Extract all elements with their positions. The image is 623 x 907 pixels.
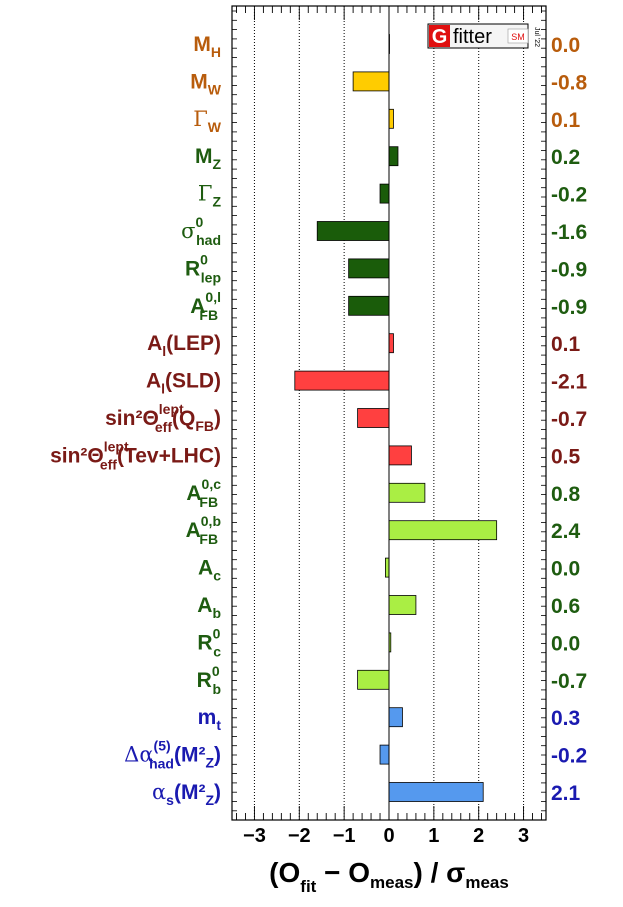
value-label: 2.1 — [551, 782, 581, 805]
x-tick-label: 0 — [383, 825, 394, 847]
bar — [388, 707, 403, 728]
row-label: αs​(M²Z) — [152, 780, 221, 808]
value-label: -0.7 — [551, 670, 587, 693]
value-label: -0.8 — [551, 71, 588, 94]
row-label: R0b​ — [197, 663, 221, 697]
row-label: Ab​ — [197, 594, 221, 621]
row-label: mt​ — [198, 706, 222, 733]
value-label: 0.0 — [551, 632, 580, 655]
value-label: 0.5 — [551, 445, 581, 468]
bar — [388, 595, 417, 615]
value-label: 2.4 — [551, 520, 581, 543]
x-axis: −3 −2 −1 0 1 2 3 (Ofit − Omeas) / σmeas — [236, 6, 542, 896]
bar — [379, 744, 390, 765]
row-label: Δα(5)had​(M²Z) — [124, 738, 221, 772]
grid-lines — [253, 6, 525, 820]
bar — [388, 445, 412, 466]
bar — [357, 669, 390, 690]
logo-g-box — [429, 25, 450, 47]
bar — [388, 108, 394, 129]
bar — [348, 295, 390, 316]
value-label: -0.7 — [551, 408, 587, 431]
value-label: -0.9 — [551, 296, 587, 319]
x-tick-label: 1 — [428, 825, 439, 847]
bar — [388, 520, 498, 541]
logo-tag-box — [507, 28, 529, 44]
row-label: MW​ — [190, 70, 222, 97]
bar — [352, 71, 390, 92]
row-label: ΓZ​ — [198, 182, 222, 210]
row-label: Al​(LEP) — [147, 332, 221, 359]
value-label: 0.2 — [551, 146, 580, 169]
logo-letter: G — [432, 26, 448, 48]
x-axis-label: (Ofit − Omeas) / σmeas — [269, 857, 509, 896]
row-label: MH​ — [193, 33, 221, 60]
value-label: -0.2 — [551, 184, 587, 207]
value-label: 0.1 — [551, 333, 581, 356]
row-label: ΓW​ — [193, 107, 222, 135]
value-label: -0.9 — [551, 258, 587, 281]
bar — [357, 408, 390, 428]
x-tick-label: 2 — [473, 825, 484, 847]
row-label: MZ​ — [195, 145, 222, 172]
logo-tag: SM — [511, 32, 525, 42]
row-label: Ac​ — [198, 557, 221, 584]
bars — [294, 34, 498, 802]
bar — [294, 370, 390, 391]
bar — [316, 221, 390, 241]
value-label: 0.8 — [551, 483, 581, 506]
row-label: A0,bFB​ — [186, 513, 221, 547]
bar — [388, 482, 426, 503]
bar — [388, 333, 394, 354]
value-label: -2.1 — [551, 371, 588, 394]
x-tick-label: −1 — [333, 825, 356, 847]
logo-word: fitter — [453, 26, 492, 48]
value-label: -1.6 — [551, 221, 587, 244]
value-labels: 0.0 -0.8 0.1 0.2 -0.2 -1.6 -0.9 -0.9 0.1 -2.1 -0.7… — [551, 34, 588, 805]
bar — [348, 258, 390, 279]
bar — [379, 183, 390, 204]
value-label: 0.3 — [551, 707, 580, 730]
value-label: 0.6 — [551, 595, 580, 618]
row-label: A0,cFB​ — [186, 476, 221, 510]
x-tick-label: 3 — [518, 825, 529, 847]
row-label: A0,lFB​ — [190, 289, 221, 323]
row-label: Al​(SLD) — [146, 370, 221, 397]
x-tick-label: −2 — [288, 825, 311, 847]
x-tick-label: −3 — [243, 825, 266, 847]
value-label: 0.0 — [551, 34, 580, 57]
bar — [388, 146, 399, 167]
bar — [388, 782, 484, 802]
logo-date: Jul '22 — [533, 27, 540, 47]
value-label: -0.2 — [551, 745, 587, 768]
bar — [385, 557, 390, 578]
value-label: 0.0 — [551, 558, 580, 581]
row-label: R0c​ — [197, 625, 221, 659]
plot-frame — [231, 5, 547, 821]
value-label: 0.1 — [551, 109, 581, 132]
